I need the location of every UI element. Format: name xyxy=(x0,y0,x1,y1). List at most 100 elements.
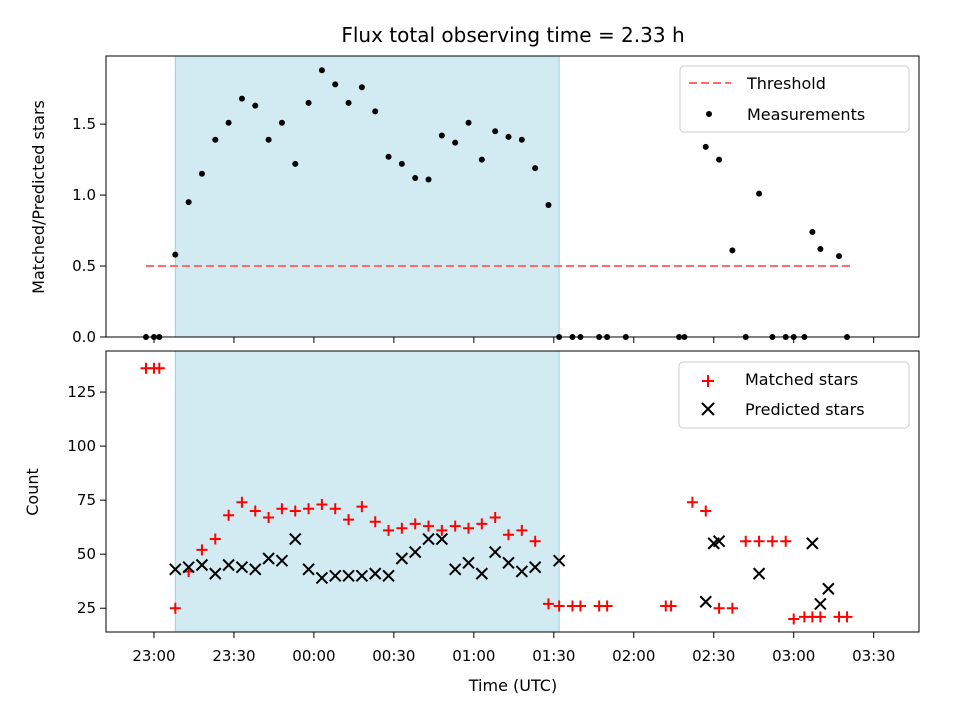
predicted-star-point xyxy=(289,532,302,546)
measurement-point xyxy=(729,247,736,254)
predicted-star-point xyxy=(249,563,262,576)
matched-star-point xyxy=(476,518,488,530)
measurement-point xyxy=(252,102,259,109)
observing-window-bottom xyxy=(174,350,560,633)
matched-star-point xyxy=(489,511,501,523)
measurement-point xyxy=(425,176,432,183)
matched-star-point xyxy=(665,600,677,612)
x-tick-label: 23:00 xyxy=(132,647,175,665)
legend-matched-label: Matched stars xyxy=(745,370,858,389)
bottom-legend: Matched stars Predicted stars xyxy=(678,361,910,429)
measurement-point xyxy=(198,170,205,177)
predicted-star-point xyxy=(822,582,835,595)
predicted-star-point xyxy=(235,560,249,574)
predicted-star-point xyxy=(408,545,422,559)
matched-star-point xyxy=(529,535,541,547)
matched-star-point xyxy=(329,503,341,515)
predicted-star-point xyxy=(699,595,712,608)
matched-star-point xyxy=(223,509,235,521)
predicted-star-point xyxy=(195,558,209,572)
y-tick-label: 100 xyxy=(67,437,96,455)
top-legend-box xyxy=(679,65,910,133)
matched-star-point xyxy=(713,602,725,614)
matched-star-point xyxy=(686,496,698,508)
top-legend: Threshold Measurements xyxy=(679,65,910,133)
predicted-star-point xyxy=(422,532,435,546)
predicted-star-point xyxy=(814,597,827,611)
measurement-point xyxy=(518,136,525,143)
legend-measurements-swatch xyxy=(706,111,712,117)
bottom-x-ticks: 23:00 23:30 00:00 00:30 01:00 01:30 02:00 02:30… xyxy=(132,632,895,665)
y-tick-label: 125 xyxy=(67,383,96,401)
measurement-point xyxy=(532,165,539,172)
top-panel: 0.0 0.5 1.0 1.5 Matched/Predicted stars Thr… xyxy=(29,55,920,346)
matched-star-point xyxy=(209,533,221,545)
bottom-plot-frame xyxy=(105,350,920,633)
predicted-star-point xyxy=(502,556,515,570)
predicted-star-point xyxy=(382,569,395,583)
matched-star-point xyxy=(553,600,565,612)
x-tick-label: 03:30 xyxy=(852,647,895,665)
bottom-y-ticks: 25 50 75 100 125 xyxy=(67,383,106,617)
matched-star-point xyxy=(289,505,301,517)
predicted-star-point xyxy=(182,560,195,574)
predicted-star-point xyxy=(329,569,342,583)
legend-matched-swatch xyxy=(702,375,714,387)
matched-star-point xyxy=(276,503,288,515)
top-plot-frame xyxy=(105,55,920,338)
measurement-point xyxy=(438,132,445,139)
top-y-ticks: 0.0 0.5 1.0 1.5 xyxy=(72,115,106,346)
legend-measurements-label: Measurements xyxy=(747,105,865,124)
predicted-star-point xyxy=(275,554,289,567)
measurement-point xyxy=(492,128,499,135)
x-axis-label: Time (UTC) xyxy=(468,676,557,695)
legend-threshold-label: Threshold xyxy=(746,74,826,93)
measurement-point xyxy=(372,108,379,115)
y-tick-label: 75 xyxy=(77,491,96,509)
predicted-star-point xyxy=(448,563,462,576)
matched-star-point xyxy=(396,522,408,534)
x-tick-label: 23:30 xyxy=(212,647,255,665)
measurement-point xyxy=(212,136,219,143)
matched-star-point xyxy=(449,520,461,532)
measurement-point xyxy=(836,253,843,260)
x-tick-label: 00:00 xyxy=(292,647,335,665)
predicted-star-point xyxy=(475,567,489,580)
bottom-legend-box xyxy=(678,361,910,429)
measurement-point xyxy=(412,175,419,182)
matched-star-point xyxy=(236,496,248,508)
measurement-point xyxy=(545,202,552,209)
predicted-star-point xyxy=(169,563,182,576)
matched-star-point xyxy=(423,520,435,532)
matched-star-point xyxy=(436,524,448,536)
measurement-point xyxy=(318,67,325,74)
measurement-point xyxy=(265,136,272,143)
matched-star-point xyxy=(601,600,613,612)
matched-star-point xyxy=(726,602,738,614)
measurement-point xyxy=(385,153,392,160)
legend-predicted-label: Predicted stars xyxy=(745,400,865,419)
matched-star-point xyxy=(263,511,275,523)
top-y-axis-label: Matched/Predicted stars xyxy=(29,100,48,294)
x-tick-label: 02:30 xyxy=(692,647,735,665)
predicted-star-point xyxy=(262,552,275,565)
chart-title: Flux total observing time = 2.33 h xyxy=(341,23,684,47)
measurement-point xyxy=(278,119,285,126)
measurement-point xyxy=(756,190,763,197)
measurement-point xyxy=(716,156,723,163)
legend-predicted-swatch xyxy=(701,402,715,416)
predicted-star-point xyxy=(752,567,766,580)
predicted-star-point xyxy=(222,558,235,572)
matched-star-point xyxy=(356,501,368,513)
x-tick-label: 01:00 xyxy=(452,647,495,665)
predicted-star-point xyxy=(712,535,726,548)
y-tick-label: 50 xyxy=(77,545,96,563)
observing-window-top xyxy=(174,55,560,338)
matched-star-point xyxy=(409,518,421,530)
matched-star-point xyxy=(542,598,554,610)
matched-star-point xyxy=(788,613,800,625)
measurement-point xyxy=(817,246,824,253)
matched-star-point xyxy=(780,535,792,547)
predicted-star-point xyxy=(342,569,355,583)
